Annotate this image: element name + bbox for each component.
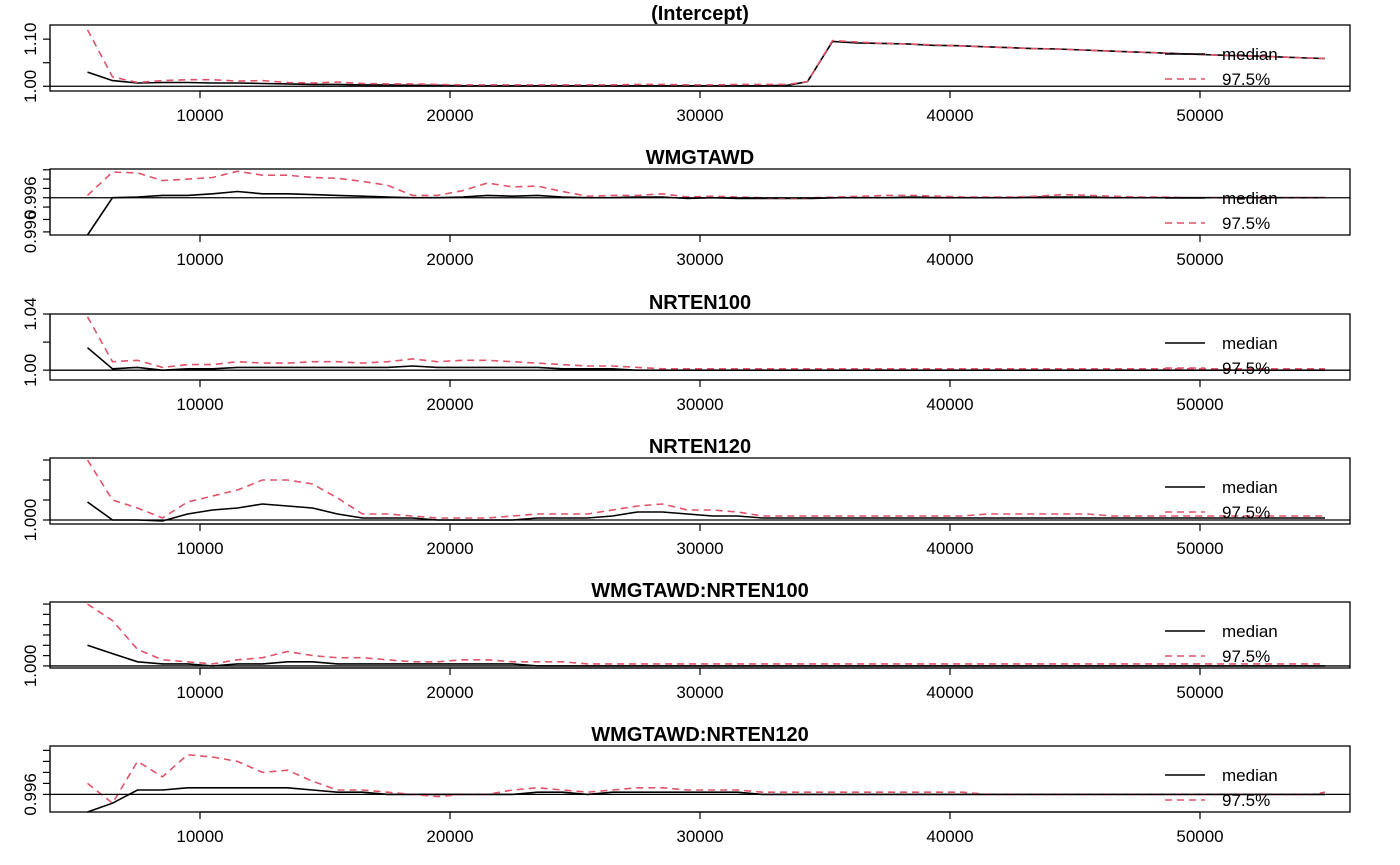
x-tick-label: 20000: [426, 250, 473, 269]
plot-frame: [49, 457, 1351, 525]
x-tick-label: 10000: [176, 539, 223, 558]
x-tick-label: 20000: [426, 106, 473, 125]
x-tick-label: 10000: [176, 106, 223, 125]
x-tick-label: 10000: [176, 827, 223, 846]
legend-upper-label: 97.5%: [1222, 791, 1270, 810]
legend: median 97.5%: [1165, 189, 1278, 233]
x-tick-label: 50000: [1176, 683, 1223, 702]
x-tick-label: 30000: [676, 250, 723, 269]
x-tick-label: 30000: [676, 539, 723, 558]
series-upper-line: [86, 316, 1325, 370]
legend: median 97.5%: [1165, 45, 1278, 89]
series-median-line: [87, 501, 1325, 522]
x-tick-label: 30000: [676, 106, 723, 125]
x-tick-label: 20000: [426, 683, 473, 702]
panel-title: NRTEN100: [649, 292, 751, 314]
x-tick-label: 40000: [926, 683, 973, 702]
y-tick-label: 1.00: [21, 70, 40, 103]
x-tick-label: 30000: [676, 683, 723, 702]
x-tick-label: 20000: [426, 539, 473, 558]
legend-upper-label: 97.5%: [1222, 214, 1270, 233]
series-upper-line: [86, 29, 1326, 86]
panel-6: WMGTAWD:NRTEN120 10000 20000 30000 40000 5000…: [21, 724, 1351, 846]
x-tick-label: 10000: [176, 683, 223, 702]
plot-frame: [49, 168, 1351, 236]
legend-upper-label: 97.5%: [1222, 359, 1270, 378]
x-tick-label: 30000: [676, 827, 723, 846]
panel-title: WMGTAWD: [646, 147, 755, 169]
y-tick-label: 0.996: [21, 773, 40, 816]
x-tick-label: 10000: [176, 250, 223, 269]
panel-1: (Intercept) 10000 20000 30000 40000 50000 1.00…: [21, 3, 1351, 125]
panel-title: NRTEN120: [649, 436, 751, 458]
legend-upper-label: 97.5%: [1222, 503, 1270, 522]
legend: median 97.5%: [1165, 334, 1278, 378]
panel-title: WMGTAWD:NRTEN100: [591, 580, 808, 602]
plot-frame: [49, 745, 1351, 813]
legend-median-label: median: [1222, 622, 1278, 641]
legend-upper-label: 97.5%: [1222, 70, 1270, 89]
series-upper-line: [87, 753, 1326, 805]
y-tick-label: 1.000: [21, 499, 40, 542]
x-tick-label: 40000: [926, 395, 973, 414]
panel-title: WMGTAWD:NRTEN120: [591, 724, 808, 746]
legend-median-label: median: [1222, 478, 1278, 497]
y-tick-label: 1.00: [21, 354, 40, 387]
legend: median 97.5%: [1165, 622, 1278, 666]
legend-upper-label: 97.5%: [1222, 647, 1270, 666]
x-tick-label: 50000: [1176, 539, 1223, 558]
legend: median 97.5%: [1165, 478, 1278, 522]
x-tick-label: 20000: [426, 827, 473, 846]
x-tick-label: 50000: [1176, 827, 1223, 846]
panel-title: (Intercept): [651, 3, 749, 25]
series-median-line: [86, 347, 1325, 372]
series-upper-line: [86, 170, 1325, 200]
x-tick-label: 40000: [926, 250, 973, 269]
x-tick-label: 10000: [176, 395, 223, 414]
plot-frame: [49, 601, 1351, 669]
panel-5: WMGTAWD:NRTEN100 10000 20000 30000 40000 5000…: [21, 580, 1351, 702]
y-tick-label: 1.04: [21, 297, 40, 330]
series-median-line: [87, 40, 1326, 87]
y-tick-label: 1.000: [21, 645, 40, 688]
x-tick-label: 40000: [926, 539, 973, 558]
x-tick-label: 20000: [426, 395, 473, 414]
legend-median-label: median: [1222, 334, 1278, 353]
legend-median-label: median: [1222, 45, 1278, 64]
y-tick-label: 1.10: [21, 23, 40, 56]
x-tick-label: 40000: [926, 827, 973, 846]
y-tick-label: 0.996: [21, 176, 40, 219]
x-tick-label: 50000: [1176, 106, 1223, 125]
panel-3: NRTEN100 10000 20000 30000 40000 50000 1.00 1.0…: [21, 292, 1351, 414]
series-median-line: [87, 786, 1325, 813]
series-upper-line: [87, 603, 1325, 665]
series-upper-line: [86, 459, 1325, 519]
legend: median 97.5%: [1165, 766, 1278, 810]
panel-2: WMGTAWD 10000 20000 30000 40000 50000 0.9960.9…: [21, 147, 1351, 269]
x-tick-label: 50000: [1176, 395, 1223, 414]
y-tick-label: 0.996: [21, 211, 40, 254]
legend-median-label: median: [1222, 189, 1278, 208]
legend-median-label: median: [1222, 766, 1278, 785]
x-tick-label: 50000: [1176, 250, 1223, 269]
panel-4: NRTEN120 10000 20000 30000 40000 50000 1.000 me…: [21, 436, 1351, 558]
x-tick-label: 30000: [676, 395, 723, 414]
x-tick-label: 40000: [926, 106, 973, 125]
